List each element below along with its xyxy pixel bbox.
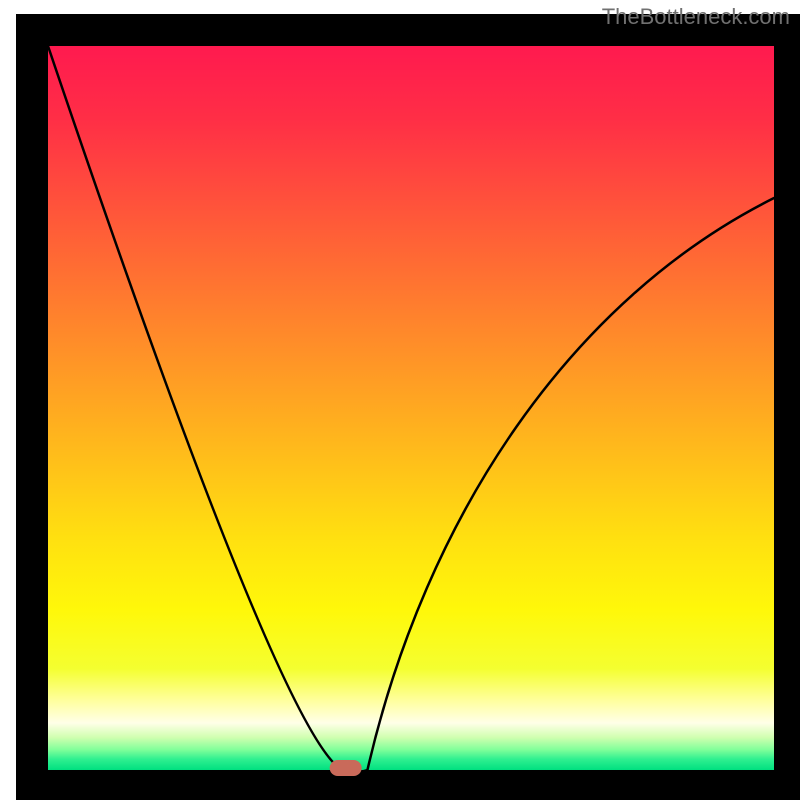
watermark-text: TheBottleneck.com: [602, 4, 790, 30]
chart-container: TheBottleneck.com: [0, 0, 800, 800]
plot-area: [32, 30, 790, 786]
optimal-point-marker: [330, 760, 362, 776]
gradient-background: [48, 46, 774, 770]
bottleneck-chart: [0, 0, 800, 800]
